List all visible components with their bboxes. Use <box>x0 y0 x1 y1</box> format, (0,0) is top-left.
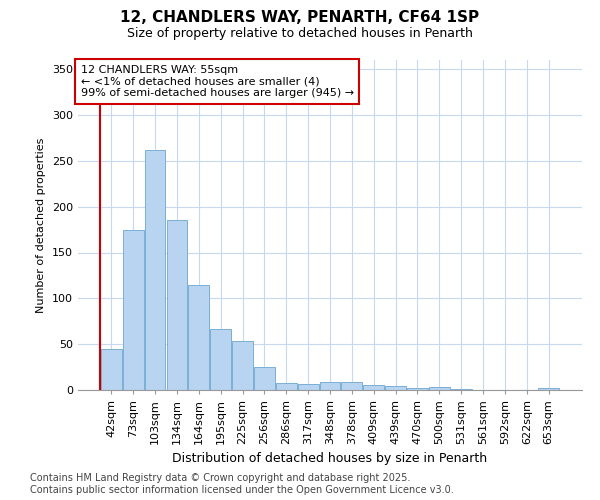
X-axis label: Distribution of detached houses by size in Penarth: Distribution of detached houses by size … <box>172 452 488 466</box>
Bar <box>385 386 406 390</box>
Bar <box>210 328 231 390</box>
Bar <box>123 230 143 390</box>
Text: 12, CHANDLERS WAY, PENARTH, CF64 1SP: 12, CHANDLERS WAY, PENARTH, CF64 1SP <box>121 10 479 25</box>
Text: 12 CHANDLERS WAY: 55sqm
← <1% of detached houses are smaller (4)
99% of semi-det: 12 CHANDLERS WAY: 55sqm ← <1% of detache… <box>80 65 353 98</box>
Bar <box>364 386 384 390</box>
Bar <box>451 389 472 390</box>
Bar <box>341 382 362 390</box>
Y-axis label: Number of detached properties: Number of detached properties <box>37 138 46 312</box>
Bar <box>254 367 275 390</box>
Bar <box>320 382 340 390</box>
Bar <box>145 150 166 390</box>
Bar <box>101 349 122 390</box>
Bar <box>232 342 253 390</box>
Bar <box>276 382 296 390</box>
Bar <box>407 388 428 390</box>
Bar <box>538 388 559 390</box>
Bar <box>167 220 187 390</box>
Text: Contains HM Land Registry data © Crown copyright and database right 2025.
Contai: Contains HM Land Registry data © Crown c… <box>30 474 454 495</box>
Bar <box>188 284 209 390</box>
Bar <box>298 384 319 390</box>
Bar <box>429 387 450 390</box>
Text: Size of property relative to detached houses in Penarth: Size of property relative to detached ho… <box>127 28 473 40</box>
